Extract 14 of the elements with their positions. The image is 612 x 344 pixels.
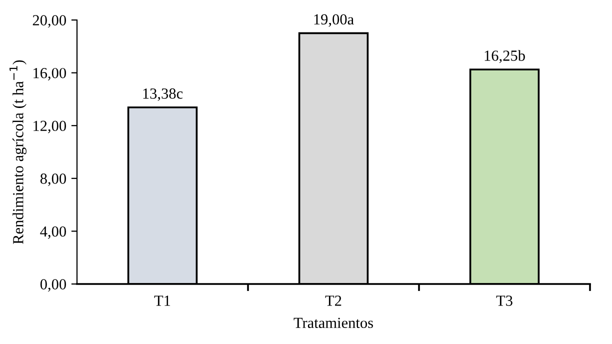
data-label: 19,00a [314,14,354,27]
y-axis-title: Rendimiento agrícola (t ha$^{−1}$) [10,60,26,244]
y-tick-label: 12,00 [34,120,66,134]
x-tick-label: T3 [496,296,512,306]
data-label: 16,25b [484,50,525,64]
x-axis-title: Tratamientos [294,318,373,328]
x-tick-label: T2 [325,296,342,306]
y-tick-label: 4,00 [40,226,66,239]
data-label: 13,38c [143,88,183,101]
y-tick-label: 0,00 [40,279,66,292]
x-tick-label: T1 [154,296,170,306]
y-tick-label: 16,00 [34,68,66,80]
y-tick-label: 20,00 [32,15,66,28]
y-tick-label: 8,00 [40,174,66,186]
